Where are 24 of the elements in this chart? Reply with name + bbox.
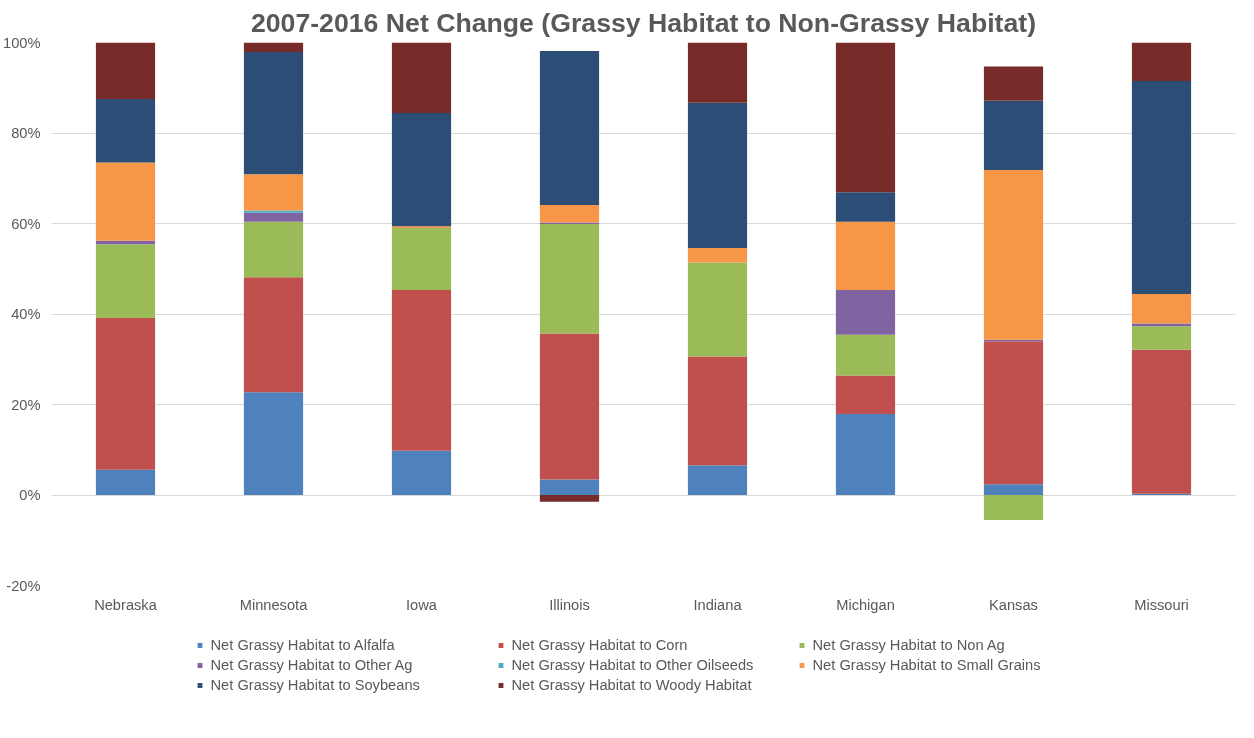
chart-title: 2007-2016 Net Change (Grassy Habitat to Non-Grassy Habitat) <box>250 7 1037 38</box>
y-tick-label: 20% <box>11 396 41 413</box>
legend-label: Net Grassy Habitat to Other Ag <box>210 657 414 673</box>
legend-label: Net Grassy Habitat to Other Oilseeds <box>511 657 755 673</box>
legend-label: Net Grassy Habitat to Small Grains <box>812 657 1042 673</box>
y-tick-label: 0% <box>19 487 41 503</box>
x-tick-label: Nebraska <box>94 596 158 613</box>
y-tick-label: 100% <box>3 34 41 51</box>
x-tick-label: Indiana <box>693 596 743 613</box>
y-tick-label: -20% <box>6 577 41 594</box>
legend-label: Net Grassy Habitat to Corn <box>511 637 689 653</box>
y-tick-label: 80% <box>11 125 41 141</box>
x-tick-label: Illinois <box>549 596 590 613</box>
x-tick-label: Kansas <box>989 596 1038 613</box>
legend-label: Net Grassy Habitat to Woody Habitat <box>511 677 753 693</box>
y-tick-label: 60% <box>11 215 41 232</box>
x-tick-label: Michigan <box>836 596 895 613</box>
y-tick-label: 40% <box>11 306 41 322</box>
legend-label: Net Grassy Habitat to Non Ag <box>812 637 1006 653</box>
x-tick-label: Iowa <box>406 596 438 613</box>
x-tick-label: Minnesota <box>239 596 309 613</box>
legend-label: Net Grassy Habitat to Soybeans <box>210 677 421 693</box>
x-tick-label: Missouri <box>1134 596 1189 613</box>
legend-label: Net Grassy Habitat to Alfalfa <box>210 637 396 653</box>
